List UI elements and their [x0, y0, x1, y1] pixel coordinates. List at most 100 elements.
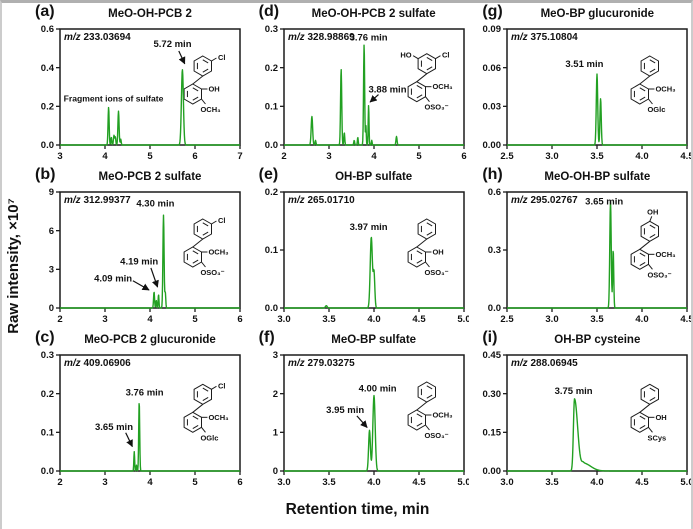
peak-label: 5.72 min — [153, 39, 191, 50]
svg-text:3: 3 — [326, 151, 331, 162]
panel-letter: (d) — [258, 3, 280, 20]
mz-label: m/z 279.03275 — [288, 358, 355, 369]
panel-title: MeO-PCB 2 sulfate — [98, 171, 202, 183]
peak-label: 3.88 min — [368, 84, 406, 95]
svg-text:Cl: Cl — [218, 216, 226, 225]
panel-a: (a) MeO-OH-PCB 2 Cl OH OCH₃ 3 4 5 6 7 0.0 0.2 0.4 0… — [22, 3, 245, 170]
svg-text:4.0: 4.0 — [636, 151, 649, 162]
svg-text:4.5: 4.5 — [636, 477, 650, 488]
svg-text:0.3: 0.3 — [41, 350, 54, 361]
structure-inset: OCH₃ OGlc — [630, 55, 677, 114]
panel-letter: (c) — [35, 329, 55, 346]
chromatogram-plot-d: HO Cl OCH₃ OSO₃⁻ 2 3 4 5 6 0.0 0.1 0.2 0.3 m/z 328.98… — [264, 24, 466, 162]
svg-text:0.3: 0.3 — [264, 24, 277, 35]
svg-text:5.0: 5.0 — [681, 477, 693, 488]
peak-label: 3.97 min — [349, 222, 387, 233]
mz-label: m/z 295.02767 — [511, 195, 578, 206]
svg-text:0.2: 0.2 — [264, 63, 277, 74]
svg-text:6: 6 — [49, 226, 54, 237]
svg-text:6: 6 — [237, 314, 242, 325]
svg-text:5.0: 5.0 — [457, 314, 469, 325]
panel-d: (d) MeO-OH-PCB 2 sulfate HO Cl OCH₃ OSO₃⁻ 2 3… — [246, 3, 469, 170]
svg-text:9: 9 — [49, 187, 54, 198]
svg-text:4.5: 4.5 — [681, 314, 693, 325]
panel-letter: (i) — [482, 329, 498, 346]
svg-text:0.06: 0.06 — [483, 63, 502, 74]
panel-f: (f) MeO-BP sulfate OCH₃ OSO₃⁻ 3.0 3.5 4.0 4.5… — [246, 329, 469, 496]
svg-text:0: 0 — [272, 466, 277, 477]
svg-text:4.0: 4.0 — [367, 477, 380, 488]
annotation-arrow — [125, 432, 133, 448]
svg-text:6: 6 — [461, 151, 466, 162]
svg-text:0.1: 0.1 — [264, 245, 278, 256]
panel-grid: (a) MeO-OH-PCB 2 Cl OH OCH₃ 3 4 5 6 7 0.0 0.2 0.4 0… — [22, 3, 693, 496]
panel-e: (e) OH-BP sulfate OH OSO₃⁻ 3.0 3.5 4.0 4.5 5. 0… — [246, 166, 469, 333]
chromatogram-plot-i: OH SCys 3.0 3.5 4.0 4.5 5.0 0.00 0.15 0.30 0.45 m/z… — [483, 350, 693, 488]
panel-title: MeO-OH-PCB 2 sulfate — [311, 8, 436, 20]
svg-text:5: 5 — [416, 151, 422, 162]
peak-label: 3.75 min — [555, 386, 593, 397]
panel-letter: (h) — [482, 166, 503, 183]
structure-inset: Cl OCH₃ OSO₃⁻ — [183, 216, 229, 277]
svg-text:4.5: 4.5 — [412, 314, 426, 325]
structure-inset: OH OSO₃⁻ — [407, 218, 448, 277]
annotation-arrow — [369, 94, 379, 103]
structure-inset: Cl OH OCH₃ — [183, 53, 225, 114]
x-axis-label: Retention time, min — [285, 501, 430, 518]
structure-inset: OCH₃ OSO₃⁻ — [407, 381, 453, 440]
peak-label: 3.65 min — [586, 196, 624, 207]
chromatogram-plot-g: OCH₃ OGlc 2.5 3.0 3.5 4.0 4.5 0.00 0.03 0.06 0.09 m… — [483, 24, 693, 162]
svg-text:4: 4 — [102, 151, 108, 162]
peak-label: 3.65 min — [95, 422, 133, 433]
svg-text:3: 3 — [102, 477, 107, 488]
chromatogram-trace — [59, 403, 241, 472]
structure-inset: OH SCys — [630, 383, 667, 442]
svg-text:OCH₃: OCH₃ — [656, 85, 677, 94]
svg-text:OSO₃⁻: OSO₃⁻ — [424, 268, 448, 277]
svg-text:OCH₃: OCH₃ — [432, 411, 453, 420]
svg-text:0.6: 0.6 — [41, 24, 54, 35]
svg-text:0.2: 0.2 — [264, 187, 277, 198]
panel-c: (c) MeO-PCB 2 glucuronide Cl OCH₃ OGlc 2 3 4 5… — [22, 329, 245, 496]
svg-text:SCys: SCys — [648, 433, 667, 442]
panel-letter: (b) — [35, 166, 56, 183]
svg-text:0.00: 0.00 — [483, 140, 502, 151]
svg-text:OSO₃⁻: OSO₃⁻ — [424, 103, 448, 112]
svg-text:0.2: 0.2 — [41, 389, 54, 400]
peak-label: 4.00 min — [358, 384, 396, 395]
svg-text:6: 6 — [237, 477, 242, 488]
svg-text:OH: OH — [208, 85, 219, 94]
svg-text:OCH₃: OCH₃ — [432, 82, 453, 91]
svg-text:5: 5 — [147, 151, 153, 162]
chromatogram-plot-e: OH OSO₃⁻ 3.0 3.5 4.0 4.5 5.0 0.0 0.1 0.2 m/z 265.0… — [264, 187, 469, 325]
panel-title: MeO-BP glucuronide — [540, 8, 655, 20]
svg-text:0.03: 0.03 — [483, 102, 502, 113]
svg-text:0.00: 0.00 — [483, 466, 502, 477]
structure-inset: HO Cl OCH₃ OSO₃⁻ — [400, 51, 453, 112]
svg-text:0.09: 0.09 — [483, 24, 502, 35]
chromatogram-trace — [59, 214, 241, 309]
structure-inset: Cl OCH₃ OGlc — [183, 381, 229, 442]
svg-text:0.45: 0.45 — [483, 350, 502, 361]
svg-text:4: 4 — [371, 151, 377, 162]
svg-text:0.4: 0.4 — [41, 63, 55, 74]
svg-text:3.0: 3.0 — [277, 477, 290, 488]
panel-title: OH-BP cysteine — [554, 334, 641, 346]
svg-text:4: 4 — [147, 314, 153, 325]
mz-label: m/z 409.06906 — [64, 358, 131, 369]
svg-text:2: 2 — [281, 151, 286, 162]
svg-text:3: 3 — [272, 350, 277, 361]
chromatogram-trace — [283, 394, 465, 472]
svg-text:3.5: 3.5 — [546, 477, 560, 488]
svg-text:3.5: 3.5 — [591, 151, 605, 162]
panel-letter: (g) — [482, 3, 503, 20]
svg-text:4.0: 4.0 — [636, 314, 649, 325]
peak-label: 3.76 min — [349, 33, 387, 44]
chromatogram-plot-b: Cl OCH₃ OSO₃⁻ 2 3 4 5 6 0 3 6 9 m/z 312.99377 4.30 mi… — [49, 187, 243, 325]
panel-title: MeO-PCB 2 glucuronide — [84, 334, 216, 346]
mz-label: m/z 288.06945 — [511, 358, 578, 369]
svg-text:4.5: 4.5 — [681, 151, 693, 162]
svg-text:3: 3 — [102, 314, 107, 325]
svg-text:0.30: 0.30 — [483, 389, 502, 400]
mz-label: m/z 265.01710 — [288, 195, 355, 206]
